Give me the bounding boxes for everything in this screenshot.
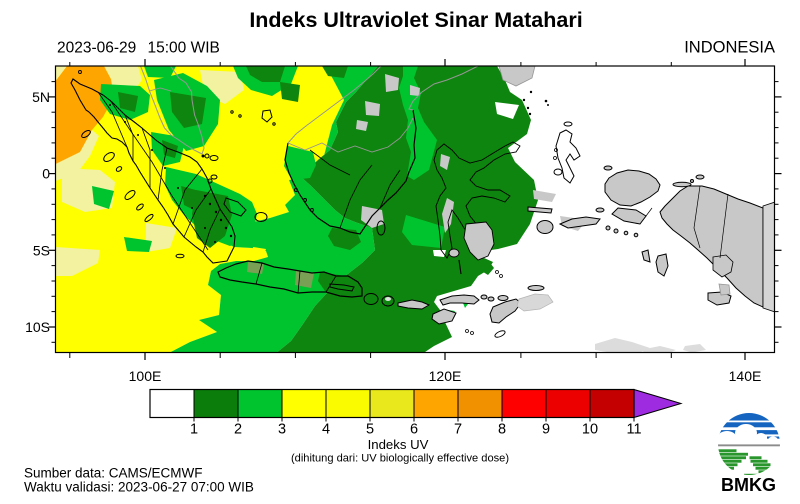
- svg-text:7: 7: [454, 422, 462, 438]
- svg-text:10S: 10S: [25, 319, 50, 335]
- svg-text:140E: 140E: [729, 368, 762, 384]
- svg-text:0: 0: [42, 166, 50, 182]
- svg-text:Indeks Ultraviolet Sinar Matah: Indeks Ultraviolet Sinar Matahari: [249, 8, 582, 32]
- svg-text:Sumber data: CAMS/ECMWF: Sumber data: CAMS/ECMWF: [24, 466, 203, 481]
- svg-text:Indeks UV: Indeks UV: [368, 437, 429, 452]
- svg-text:6: 6: [410, 422, 418, 438]
- svg-text:15:00 WIB: 15:00 WIB: [148, 40, 220, 57]
- svg-text:2023-06-29: 2023-06-29: [57, 40, 136, 57]
- svg-text:1: 1: [190, 422, 198, 438]
- svg-text:11: 11: [626, 422, 641, 438]
- svg-text:(dihitung dari: UV biologicall: (dihitung dari: UV biologically effectiv…: [291, 453, 509, 465]
- svg-text:BMKG: BMKG: [721, 475, 776, 495]
- svg-text:5: 5: [366, 422, 374, 438]
- svg-text:Waktu validasi: 2023-06-27 07:: Waktu validasi: 2023-06-27 07:00 WIB: [24, 480, 254, 495]
- svg-text:120E: 120E: [429, 368, 462, 384]
- svg-text:2: 2: [234, 422, 242, 438]
- svg-text:100E: 100E: [129, 368, 162, 384]
- svg-text:4: 4: [322, 422, 330, 438]
- svg-text:9: 9: [542, 422, 550, 438]
- svg-text:8: 8: [498, 422, 506, 438]
- svg-text:3: 3: [278, 422, 286, 438]
- svg-text:5N: 5N: [32, 89, 50, 105]
- svg-text:5S: 5S: [33, 243, 50, 259]
- svg-text:INDONESIA: INDONESIA: [684, 39, 775, 57]
- svg-text:10: 10: [582, 422, 598, 438]
